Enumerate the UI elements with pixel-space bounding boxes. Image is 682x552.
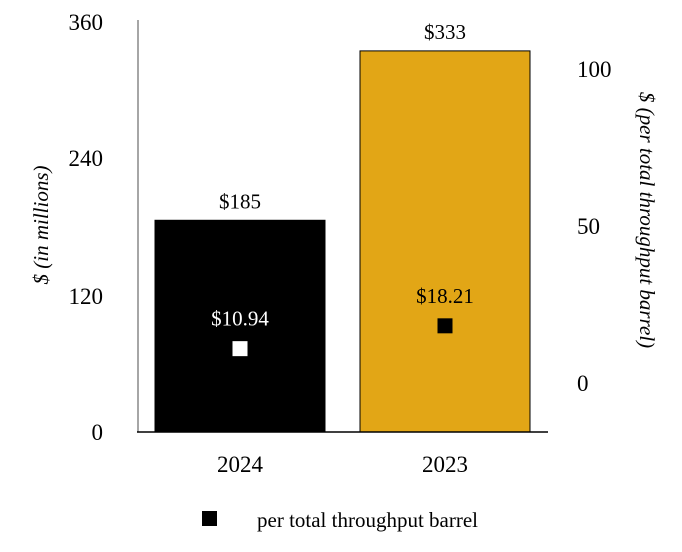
bar-value-label-2024: $185 (219, 189, 261, 213)
bar-2023 (359, 50, 531, 433)
y-tick-label-120: 120 (69, 284, 104, 309)
legend-marker-icon (202, 511, 217, 526)
x-tick-label-2023: 2023 (422, 452, 468, 477)
y2-axis-title: $ (per total throughput barrel) (635, 92, 659, 348)
marker-value-label-2023: $18.21 (416, 284, 474, 308)
y2-tick-label-50: 50 (577, 214, 600, 239)
bar-value-label-2023: $333 (424, 20, 466, 44)
y-tick-label-0: 0 (92, 420, 104, 445)
y2-tick-label-100: 100 (577, 57, 612, 82)
x-tick-label-2024: 2024 (217, 452, 264, 477)
markers-layer: $10.94 $18.21 (211, 284, 474, 357)
y2-tick-label-0: 0 (577, 371, 589, 396)
legend-label: per total throughput barrel (257, 508, 478, 532)
bars-layer: $185 $333 (154, 20, 531, 433)
y-tick-label-240: 240 (69, 146, 104, 171)
y-tick-label-360: 360 (69, 10, 104, 35)
marker-value-label-2024: $10.94 (211, 307, 269, 331)
marker-2023 (437, 318, 453, 334)
marker-2024 (232, 341, 248, 357)
y-axis-title: $ (in millions) (29, 165, 53, 284)
bar-2024 (154, 219, 326, 433)
